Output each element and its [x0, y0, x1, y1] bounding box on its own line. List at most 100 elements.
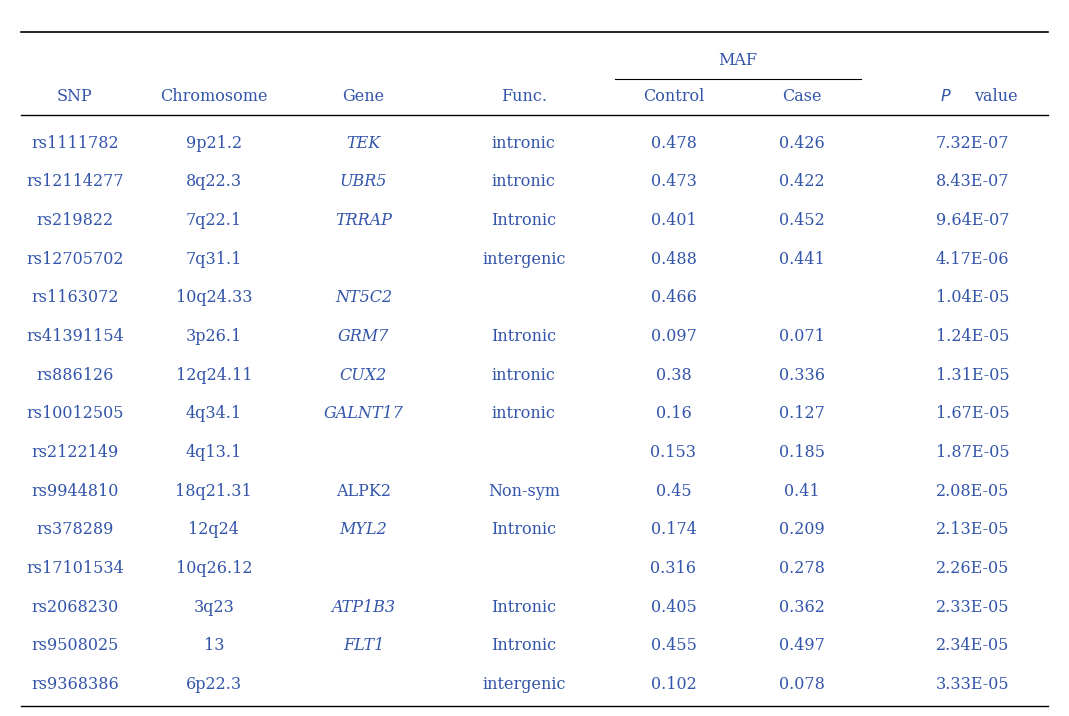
Text: Gene: Gene	[342, 88, 385, 105]
Text: FLT1: FLT1	[343, 637, 384, 654]
Text: intronic: intronic	[492, 405, 556, 422]
Text: Non-sym: Non-sym	[487, 483, 560, 500]
Text: 0.127: 0.127	[779, 405, 824, 422]
Text: ATP1B3: ATP1B3	[331, 599, 396, 616]
Text: 0.466: 0.466	[651, 289, 696, 306]
Text: 0.441: 0.441	[779, 251, 824, 268]
Text: 0.071: 0.071	[779, 328, 824, 345]
Text: 0.473: 0.473	[651, 173, 696, 190]
Text: rs219822: rs219822	[36, 212, 113, 229]
Text: 18q21.31: 18q21.31	[175, 483, 252, 500]
Text: 6p22.3: 6p22.3	[186, 676, 242, 693]
Text: UBR5: UBR5	[340, 173, 387, 190]
Text: 2.34E-05: 2.34E-05	[936, 637, 1009, 654]
Text: rs10012505: rs10012505	[26, 405, 124, 422]
Text: 8.43E-07: 8.43E-07	[936, 173, 1009, 190]
Text: intergenic: intergenic	[482, 676, 566, 693]
Text: Chromosome: Chromosome	[160, 88, 267, 105]
Text: 0.174: 0.174	[651, 521, 696, 538]
Text: 0.209: 0.209	[779, 521, 824, 538]
Text: 0.478: 0.478	[651, 135, 696, 152]
Text: 0.078: 0.078	[779, 676, 824, 693]
Text: rs1111782: rs1111782	[31, 135, 119, 152]
Text: 1.67E-05: 1.67E-05	[936, 405, 1009, 422]
Text: rs17101534: rs17101534	[26, 560, 124, 577]
Text: rs1163072: rs1163072	[31, 289, 119, 306]
Text: rs886126: rs886126	[36, 367, 113, 384]
Text: 8q22.3: 8q22.3	[186, 173, 242, 190]
Text: intergenic: intergenic	[482, 251, 566, 268]
Text: rs9508025: rs9508025	[31, 637, 119, 654]
Text: 9.64E-07: 9.64E-07	[936, 212, 1009, 229]
Text: MAF: MAF	[718, 52, 757, 69]
Text: 3.33E-05: 3.33E-05	[936, 676, 1009, 693]
Text: 0.097: 0.097	[651, 328, 696, 345]
Text: Case: Case	[783, 88, 821, 105]
Text: 3p26.1: 3p26.1	[186, 328, 242, 345]
Text: 0.102: 0.102	[651, 676, 696, 693]
Text: GRM7: GRM7	[338, 328, 389, 345]
Text: 0.426: 0.426	[779, 135, 824, 152]
Text: Intronic: Intronic	[492, 521, 556, 538]
Text: 4q34.1: 4q34.1	[186, 405, 242, 422]
Text: 0.185: 0.185	[778, 444, 825, 461]
Text: $\it{P}$: $\it{P}$	[941, 88, 951, 105]
Text: 1.04E-05: 1.04E-05	[936, 289, 1009, 306]
Text: 0.497: 0.497	[779, 637, 824, 654]
Text: 0.45: 0.45	[655, 483, 692, 500]
Text: rs378289: rs378289	[36, 521, 113, 538]
Text: 10q24.33: 10q24.33	[175, 289, 252, 306]
Text: 2.33E-05: 2.33E-05	[936, 599, 1009, 616]
Text: 9p21.2: 9p21.2	[186, 135, 242, 152]
Text: 0.316: 0.316	[650, 560, 697, 577]
Text: rs2068230: rs2068230	[31, 599, 119, 616]
Text: value: value	[975, 88, 1018, 105]
Text: rs41391154: rs41391154	[26, 328, 124, 345]
Text: 1.31E-05: 1.31E-05	[936, 367, 1009, 384]
Text: 1.87E-05: 1.87E-05	[936, 444, 1009, 461]
Text: 2.26E-05: 2.26E-05	[936, 560, 1009, 577]
Text: 0.405: 0.405	[651, 599, 696, 616]
Text: 10q26.12: 10q26.12	[175, 560, 252, 577]
Text: 4q13.1: 4q13.1	[186, 444, 242, 461]
Text: 7q31.1: 7q31.1	[186, 251, 242, 268]
Text: rs2122149: rs2122149	[31, 444, 119, 461]
Text: 12q24: 12q24	[188, 521, 239, 538]
Text: Func.: Func.	[500, 88, 547, 105]
Text: intronic: intronic	[492, 135, 556, 152]
Text: 2.13E-05: 2.13E-05	[936, 521, 1009, 538]
Text: 0.38: 0.38	[655, 367, 692, 384]
Text: 2.08E-05: 2.08E-05	[936, 483, 1009, 500]
Text: intronic: intronic	[492, 367, 556, 384]
Text: 1.24E-05: 1.24E-05	[936, 328, 1009, 345]
Text: 0.422: 0.422	[779, 173, 824, 190]
Text: rs9944810: rs9944810	[31, 483, 119, 500]
Text: intronic: intronic	[492, 173, 556, 190]
Text: 0.401: 0.401	[651, 212, 696, 229]
Text: Intronic: Intronic	[492, 637, 556, 654]
Text: rs9368386: rs9368386	[31, 676, 119, 693]
Text: 0.452: 0.452	[779, 212, 824, 229]
Text: 7.32E-07: 7.32E-07	[936, 135, 1009, 152]
Text: Intronic: Intronic	[492, 599, 556, 616]
Text: MYL2: MYL2	[340, 521, 387, 538]
Text: TRRAP: TRRAP	[335, 212, 392, 229]
Text: 0.362: 0.362	[779, 599, 824, 616]
Text: 0.153: 0.153	[650, 444, 697, 461]
Text: rs12114277: rs12114277	[26, 173, 124, 190]
Text: TEK: TEK	[346, 135, 381, 152]
Text: Intronic: Intronic	[492, 328, 556, 345]
Text: 7q22.1: 7q22.1	[186, 212, 242, 229]
Text: 0.336: 0.336	[778, 367, 825, 384]
Text: 12q24.11: 12q24.11	[175, 367, 252, 384]
Text: 0.41: 0.41	[784, 483, 820, 500]
Text: 0.278: 0.278	[779, 560, 824, 577]
Text: NT5C2: NT5C2	[335, 289, 392, 306]
Text: SNP: SNP	[57, 88, 93, 105]
Text: GALNT17: GALNT17	[324, 405, 403, 422]
Text: 0.455: 0.455	[651, 637, 696, 654]
Text: Intronic: Intronic	[492, 212, 556, 229]
Text: ALPK2: ALPK2	[336, 483, 391, 500]
Text: 0.16: 0.16	[655, 405, 692, 422]
Text: 0.488: 0.488	[651, 251, 696, 268]
